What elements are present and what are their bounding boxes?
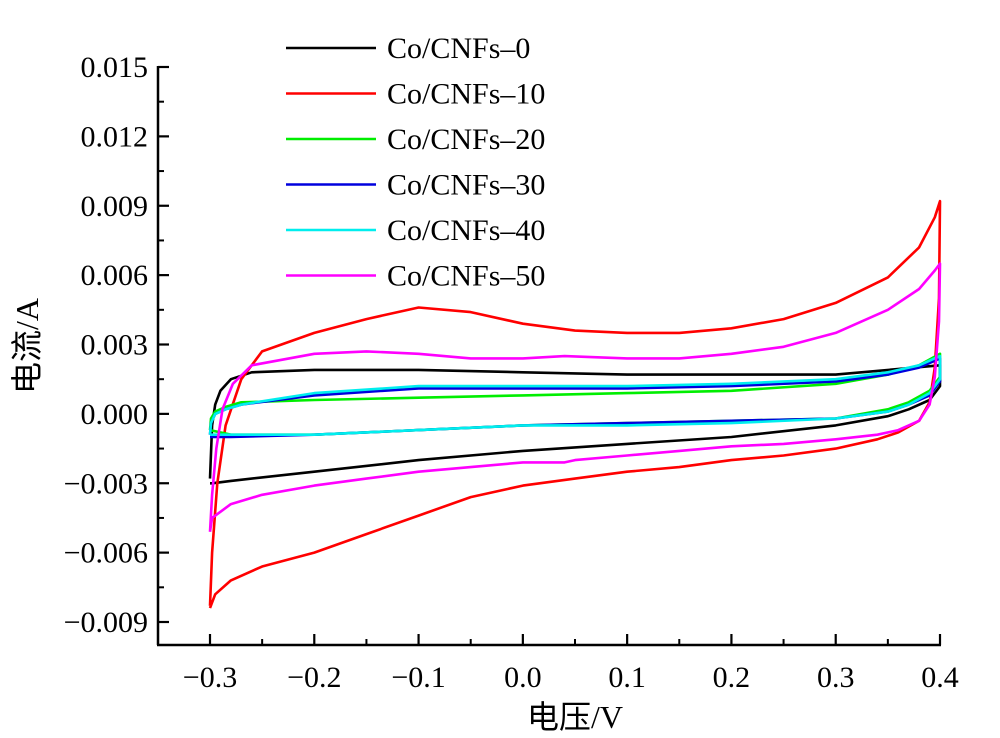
legend-label-3: Co/CNFs–30 bbox=[387, 169, 545, 202]
x-tick-label: −0.2 bbox=[287, 661, 341, 694]
y-tick-label: 0.009 bbox=[81, 190, 149, 223]
y-tick-label: −0.009 bbox=[64, 606, 148, 639]
y-tick-label: −0.003 bbox=[64, 467, 148, 500]
y-tick-label: 0.000 bbox=[81, 398, 149, 431]
y-tick-label: 0.012 bbox=[81, 120, 149, 153]
y-tick-label: −0.006 bbox=[64, 537, 148, 570]
legend-label-0: Co/CNFs–0 bbox=[387, 32, 530, 65]
y-tick-label: 0.006 bbox=[81, 259, 149, 292]
x-tick-label: −0.3 bbox=[183, 661, 237, 694]
y-tick-label: 0.003 bbox=[81, 329, 149, 362]
x-tick-label: 0.4 bbox=[921, 661, 959, 694]
x-tick-label: 0.0 bbox=[504, 661, 542, 694]
legend-label-4: Co/CNFs–40 bbox=[387, 214, 545, 247]
y-axis-title: 电流/A bbox=[9, 298, 45, 394]
x-tick-label: 0.2 bbox=[713, 661, 751, 694]
legend-label-1: Co/CNFs–10 bbox=[387, 78, 545, 111]
x-tick-label: 0.3 bbox=[817, 661, 855, 694]
x-tick-label: −0.1 bbox=[391, 661, 445, 694]
curve-layer bbox=[208, 199, 942, 609]
x-tick-label: 0.1 bbox=[608, 661, 646, 694]
series-curve-5 bbox=[208, 262, 942, 532]
legend-label-5: Co/CNFs–50 bbox=[387, 260, 545, 293]
series-curve-4 bbox=[208, 354, 942, 437]
legend: Co/CNFs–0 Co/CNFs–10 Co/CNFs–20 Co/CNFs–30 C… bbox=[286, 32, 545, 293]
x-axis-title: 电压/V bbox=[527, 699, 623, 735]
y-tick-label: 0.015 bbox=[81, 51, 149, 84]
series-curve-1 bbox=[208, 199, 942, 609]
axes bbox=[156, 65, 942, 647]
legend-label-2: Co/CNFs–20 bbox=[387, 123, 545, 156]
tick-labels: 0.015 0.012 0.009 0.006 0.003 0.000 −0.003 −0.0… bbox=[64, 51, 959, 694]
